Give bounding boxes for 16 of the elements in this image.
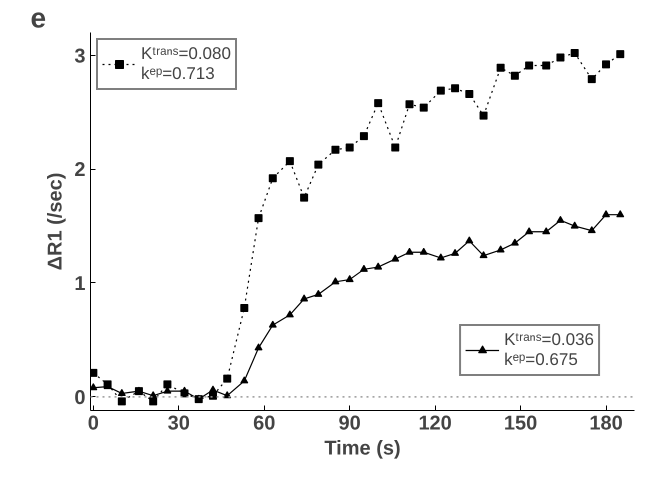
y-axis-title: ΔR1 (/sec) [44, 172, 66, 270]
x-tick-label: 0 [88, 412, 99, 434]
y-tick-label: 1 [74, 272, 86, 295]
x-tick-label: 90 [338, 412, 361, 434]
text: e [30, 2, 46, 34]
x-tick-label: 60 [253, 412, 276, 434]
x-tick-label: 30 [168, 412, 190, 434]
x-axis-title: Time (s) [324, 438, 401, 460]
x-tick-label: 150 [504, 412, 538, 434]
y-tick-label: 0 [74, 386, 86, 409]
legend-label: Kᵗʳᵃⁿˢ=0.080 kᵉᵖ=0.713 [141, 44, 231, 84]
legend-label: Kᵗʳᵃⁿˢ=0.036 kᵉᵖ=0.675 [504, 330, 594, 370]
x-tick-label: 180 [589, 412, 623, 434]
y-tick-label: 2 [74, 159, 86, 182]
x-tick-label: 120 [418, 412, 452, 434]
y-tick-label: 3 [74, 45, 86, 68]
